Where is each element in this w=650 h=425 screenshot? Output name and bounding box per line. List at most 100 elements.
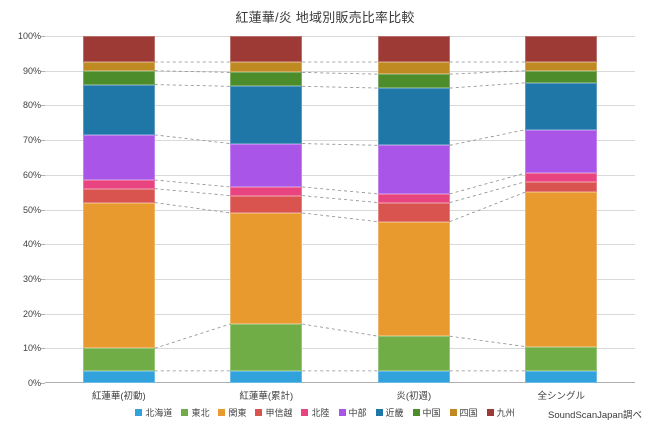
bar-segment[interactable] [82, 348, 155, 371]
bar-segment[interactable] [230, 86, 303, 144]
bar-segment[interactable] [525, 82, 598, 130]
bar-segment[interactable] [377, 62, 450, 75]
x-axis-tick-label: 紅蓮華(初動) [91, 391, 146, 402]
legend-swatch-icon [338, 409, 346, 416]
bar-segment[interactable] [230, 324, 303, 371]
bar-segment[interactable] [230, 212, 303, 325]
bar-column[interactable] [230, 36, 303, 383]
bar-segment[interactable] [230, 72, 303, 87]
legend-label: 四国 [459, 408, 478, 418]
bar-segment[interactable] [230, 186, 303, 196]
x-axis-tick-label: 紅蓮華(累計) [239, 391, 294, 402]
gridline [45, 209, 635, 211]
bar-segment[interactable] [230, 36, 303, 63]
y-axis-tick-label: 60% [22, 169, 41, 180]
legend-label: 中国 [422, 408, 441, 418]
bar-segment[interactable] [82, 134, 155, 181]
legend-label: 九州 [496, 408, 515, 418]
y-axis-tick-mark [41, 105, 45, 107]
bar-segment[interactable] [377, 145, 450, 194]
legend-swatch-icon [218, 409, 226, 416]
gridline [45, 278, 635, 280]
y-axis-tick-mark [41, 348, 45, 350]
legend-swatch-icon [449, 409, 457, 416]
bar-segment[interactable] [525, 70, 598, 83]
bar-segment[interactable] [525, 181, 598, 193]
legend-label: 近畿 [385, 408, 404, 418]
x-axis-tick-label: 全シングル [537, 391, 586, 402]
bar-segment[interactable] [377, 193, 450, 203]
bar-segment[interactable] [82, 62, 155, 71]
bar-segment[interactable] [82, 202, 155, 349]
legend-item[interactable]: 北陸 [301, 406, 330, 419]
y-axis-tick-label: 0% [27, 378, 41, 388]
legend-item[interactable]: 北海道 [135, 406, 172, 419]
bar-segment[interactable] [82, 84, 155, 135]
bar-segment[interactable] [230, 370, 303, 383]
bar-segment[interactable] [377, 202, 450, 222]
bar-segment[interactable] [82, 180, 155, 189]
gridline [45, 140, 635, 142]
legend-item[interactable]: 関東 [218, 406, 246, 419]
legend-label: 甲信越 [265, 408, 293, 418]
gridline [45, 313, 635, 315]
legend-item[interactable]: 九州 [486, 406, 515, 419]
bar-segment[interactable] [82, 188, 155, 203]
x-axis-tick-label: 炎(初週) [396, 391, 432, 402]
legend-item[interactable]: 東北 [181, 406, 209, 419]
bar-segment[interactable] [525, 36, 598, 63]
bar-segment[interactable] [230, 62, 303, 73]
bar-segment[interactable] [525, 173, 598, 182]
bar-segment[interactable] [525, 129, 598, 174]
legend-label: 関東 [228, 408, 247, 418]
bar-segment[interactable] [525, 192, 598, 347]
y-axis-tick-mark [41, 244, 45, 246]
legend-item[interactable]: 近畿 [375, 406, 404, 419]
bar-segment[interactable] [525, 346, 598, 371]
plot-area [45, 36, 635, 383]
gridline [45, 36, 635, 37]
bar-segment[interactable] [525, 370, 598, 383]
legend-swatch-icon [375, 409, 383, 416]
bar-column[interactable] [377, 36, 450, 383]
bar-segment[interactable] [377, 36, 450, 63]
y-axis-tick-label: 80% [22, 100, 41, 111]
chart-legend: 北海道 東北 関東 甲信越 北陸 中部 近畿 中国 四国 九州 [0, 406, 650, 419]
bar-segment[interactable] [82, 36, 155, 63]
legend-swatch-icon [135, 409, 143, 416]
bar-column[interactable] [82, 36, 155, 383]
bar-segment[interactable] [82, 70, 155, 85]
chart-title: 紅蓮華/炎 地域別販売比率比較 [235, 10, 415, 25]
y-axis-tick-mark [41, 140, 45, 142]
legend-item[interactable]: 四国 [449, 406, 478, 419]
x-axis-line [45, 382, 635, 383]
bar-stack [525, 36, 598, 383]
legend-swatch-icon [301, 409, 309, 416]
bar-column[interactable] [525, 36, 598, 383]
bar-stack [82, 36, 155, 383]
bar-segment[interactable] [525, 62, 598, 71]
bar-segment[interactable] [230, 143, 303, 187]
y-axis-tick-mark [41, 174, 45, 176]
y-axis-tick-label: 40% [22, 239, 41, 250]
bar-segment[interactable] [230, 195, 303, 213]
bar-segment[interactable] [377, 370, 450, 383]
legend-item[interactable]: 中国 [412, 406, 441, 419]
y-axis-tick-label: 50% [22, 204, 41, 215]
bar-segment[interactable] [377, 221, 450, 337]
legend-swatch-icon [486, 409, 494, 416]
y-axis-tick-label: 30% [22, 273, 41, 284]
legend-swatch-icon [181, 409, 189, 416]
y-axis-tick-mark [41, 209, 45, 211]
bar-segment[interactable] [377, 74, 450, 89]
y-axis-tick-label: 70% [22, 135, 41, 146]
y-axis-tick-mark [41, 36, 45, 37]
legend-swatch-icon [412, 409, 420, 416]
bar-segment[interactable] [377, 336, 450, 371]
bar-segment[interactable] [82, 370, 155, 383]
legend-label: 北海道 [145, 408, 173, 418]
legend-item[interactable]: 甲信越 [255, 406, 292, 419]
bar-segment[interactable] [377, 88, 450, 146]
legend-item[interactable]: 中部 [338, 406, 367, 419]
